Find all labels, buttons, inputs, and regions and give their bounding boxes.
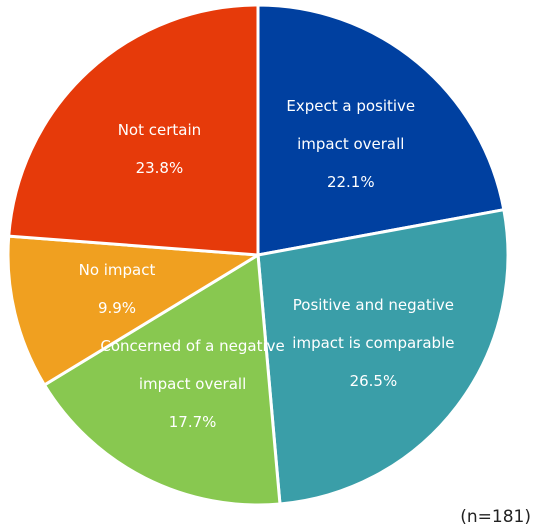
value-label: 9.9% (97, 298, 137, 317)
category-label: No impact (78, 260, 156, 279)
category-label: Expect a positive impact overall (286, 96, 416, 153)
value-label: 26.5% (349, 371, 398, 390)
pie-slice (6, 234, 263, 388)
annotation: (n=181) (460, 507, 531, 527)
slice-label: Not certain 23.8% (67, 111, 252, 187)
category-label: Positive and negative impact is comparab… (292, 295, 455, 352)
category-label: Not certain (117, 120, 202, 139)
value-label: 17.7% (168, 413, 217, 432)
value-label: 23.8% (135, 158, 184, 177)
value-label: 22.1% (326, 172, 375, 191)
slice-label: Expect a positive impact overall 22.1% (258, 87, 443, 201)
pie-slice (256, 3, 506, 257)
pie-slice (7, 3, 260, 257)
pie-slice (42, 252, 282, 507)
slice-label: Concerned of a negative impact overall 17… (100, 327, 285, 441)
slice-label: No impact 9.9% (25, 251, 210, 327)
slice-label: Positive and negative impact is comparab… (281, 286, 466, 400)
category-label: Concerned of a negative impact overall (100, 337, 285, 394)
pie-slice (256, 207, 510, 506)
